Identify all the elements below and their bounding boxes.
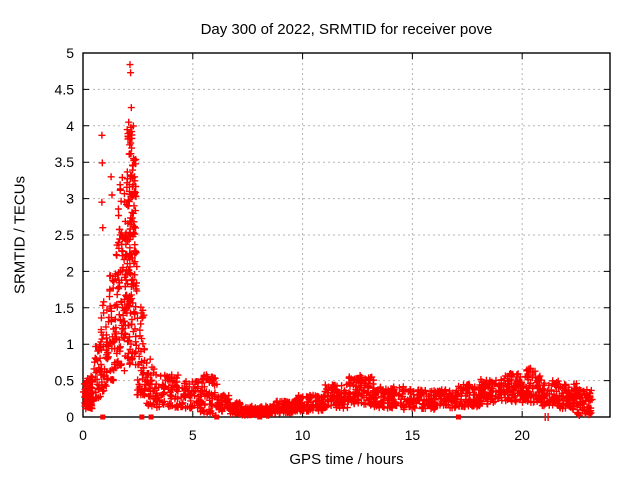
- zero-value-square: [214, 414, 220, 420]
- x-tick-label: 0: [79, 427, 87, 443]
- axis-ticks: [82, 52, 610, 418]
- plot-border: [82, 52, 611, 418]
- x-tick-label: 5: [189, 427, 197, 443]
- y-tick-label: 3.5: [55, 154, 75, 170]
- y-tick-label: 0: [66, 409, 74, 425]
- y-tick-label: 1.5: [55, 300, 75, 316]
- zero-value-square: [139, 414, 145, 420]
- y-axis-label: SRMTID / TECUs: [11, 175, 29, 295]
- gridlines: [83, 53, 610, 417]
- chart-title: Day 300 of 2022, SRMTID for receiver pov…: [200, 21, 493, 38]
- zero-value-square: [148, 414, 154, 420]
- x-tick-label: 15: [405, 427, 421, 443]
- zero-value-square: [257, 414, 263, 420]
- y-tick-label: 0.5: [55, 373, 75, 389]
- y-tick-label: 3: [66, 191, 74, 207]
- zero-value-bars: [544, 413, 549, 421]
- y-tick-label: 2.5: [55, 227, 75, 243]
- x-tick-label: 20: [514, 427, 530, 443]
- y-tick-label: 4: [66, 118, 74, 134]
- data-points: [80, 61, 596, 419]
- y-tick-label: 1: [66, 336, 74, 352]
- y-tick-label: 2: [66, 263, 74, 279]
- zero-value-square: [455, 414, 461, 420]
- x-tick-label: 10: [295, 427, 311, 443]
- y-tick-label: 4.5: [55, 81, 75, 97]
- y-tick-label: 5: [66, 45, 74, 61]
- x-axis-label: GPS time / hours: [289, 451, 404, 468]
- zero-value-square: [100, 414, 106, 420]
